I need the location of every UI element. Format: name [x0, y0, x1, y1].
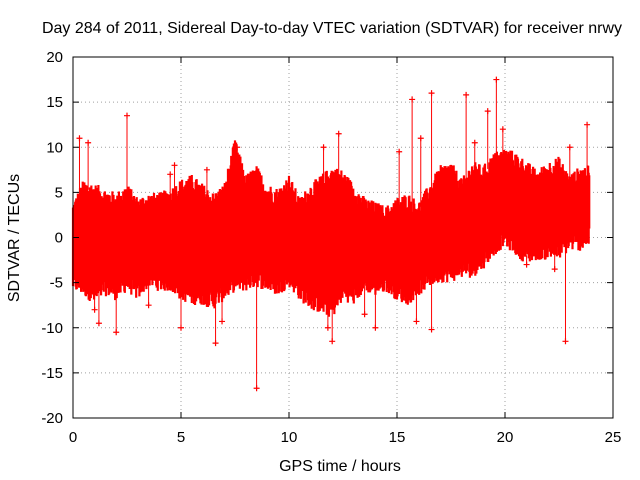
y-tick-label: 5	[55, 184, 63, 201]
x-tick-label: 5	[177, 429, 185, 446]
x-tick-label: 20	[497, 429, 514, 446]
data-point	[85, 139, 92, 146]
data-point	[409, 96, 416, 103]
data-point	[76, 135, 83, 142]
data-point	[523, 261, 530, 268]
data-point	[484, 108, 491, 115]
data-point	[417, 135, 424, 142]
data-point	[413, 318, 420, 325]
data-point	[178, 324, 184, 331]
data-point	[428, 90, 435, 97]
x-tick-label: 10	[281, 429, 298, 446]
data-point	[113, 329, 120, 336]
y-axis-label: SDTVAR / TECUs	[6, 174, 23, 302]
y-tick-label: -20	[41, 410, 63, 427]
data-point	[562, 338, 569, 345]
y-tick-label: -15	[41, 365, 63, 382]
data-point	[396, 148, 403, 155]
data-point	[493, 76, 500, 83]
data-point	[95, 320, 102, 327]
data-point	[167, 171, 174, 178]
data-point	[91, 306, 98, 313]
y-tick-label: 20	[46, 49, 63, 66]
data-point	[361, 311, 368, 318]
data-point	[566, 144, 573, 151]
data-point	[372, 324, 379, 331]
data-point	[145, 302, 152, 309]
data-point	[428, 326, 435, 333]
data-point	[499, 126, 506, 133]
data-point	[124, 112, 130, 119]
data-point	[584, 121, 591, 128]
y-tick-label: 0	[55, 230, 63, 247]
y-tick-label: -10	[41, 320, 63, 337]
data-point	[203, 166, 210, 173]
data-point	[253, 385, 260, 392]
data-point	[219, 318, 226, 325]
data-point	[324, 324, 331, 331]
axis-ticks: 0 5 10 15 20 25 -20 -15 -10 -5 0 5 10 15 20	[41, 49, 621, 446]
data-point	[335, 130, 342, 137]
y-tick-label: 15	[46, 94, 63, 111]
data-point	[329, 338, 336, 345]
y-tick-label: -5	[50, 275, 63, 292]
x-tick-label: 0	[69, 429, 77, 446]
x-tick-label: 25	[605, 429, 622, 446]
data-points	[71, 76, 591, 392]
x-axis-label: GPS time / hours	[279, 458, 401, 475]
data-point	[171, 162, 178, 169]
data-point	[471, 139, 478, 146]
x-tick-label: 15	[389, 429, 406, 446]
data-point	[320, 144, 327, 151]
data-point	[212, 340, 219, 347]
data-point	[551, 266, 558, 273]
data-point	[234, 144, 241, 151]
y-tick-label: 10	[46, 139, 63, 156]
chart-title: Day 284 of 2011, Sidereal Day-to-day VTE…	[42, 20, 622, 37]
data-point	[463, 91, 470, 98]
